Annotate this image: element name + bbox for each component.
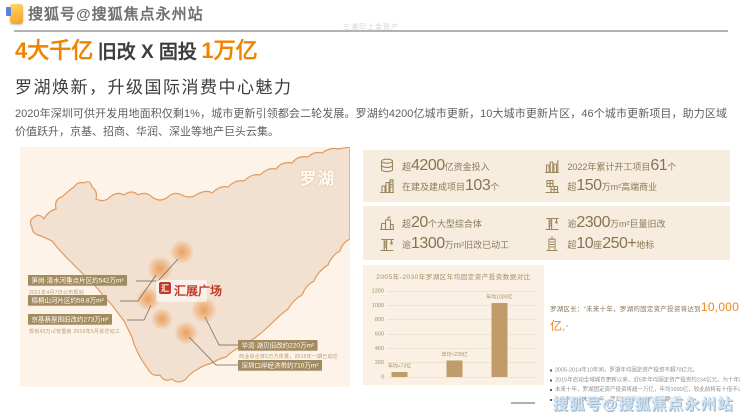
y-tick-label: 1200: [371, 288, 384, 294]
header-divider: [14, 30, 728, 32]
map-label-note: 商业综合体5万方体量，2019年一期已动迁: [239, 354, 339, 360]
crates-icon: [544, 178, 560, 194]
bar: [391, 371, 408, 377]
stats-box-investment: 超4200亿资金投入 2022年累计开工项目61个 在建及建成项目103个: [363, 150, 730, 202]
page-subtitle: 罗湖焕新，升级国际消费中心魅力: [15, 78, 293, 97]
stat-item: 超4200亿资金投入: [379, 157, 544, 175]
chart-plot-area: 0 200 400 600 800 1000 1200 年均≈73亿 年均≈230亿 年均1000…: [372, 288, 536, 380]
footnote: 2015年启动全域城市更新以来，近5年年均固定资产投资约234亿元，为十年前的3…: [550, 375, 740, 385]
gridline: [387, 305, 536, 306]
complex-icon: [379, 215, 395, 231]
gridline: [387, 291, 536, 292]
bar: [446, 360, 463, 377]
quote-column: 罗湖区长：“未来十年，罗湖的固定资产投资将达到10,000亿。” 2005-20…: [550, 298, 740, 405]
watermark-bottom-line: [511, 402, 535, 404]
map-label-hubei: 华润·湖贝旧改约220万m²: [238, 340, 318, 351]
coins-icon: [379, 158, 395, 174]
stat-item: 逾1300万m²旧改已动工: [379, 235, 544, 253]
watermark-top: 搜狐号@搜狐焦点永州站: [6, 3, 204, 24]
y-tick-label: 1000: [371, 302, 384, 309]
gridline: [387, 334, 536, 335]
quote-highlight: 10,000亿: [550, 300, 740, 334]
footnote-list: 2005-2014年10年间，罗湖年均固定资产投资不超70亿元。 2015年启动…: [550, 365, 740, 405]
map-label-note: 2021年4月7日公布规划: [29, 290, 84, 296]
investment-bar-chart: 2005年-2030年罗湖区年均固定资产投资数据对比 0 200 400 600 800…: [363, 265, 544, 385]
chart-title: 2005年-2030年罗湖区年均固定资产投资数据对比: [376, 273, 531, 281]
map-panel: 罗湖 笋岗·清水河重点片区约542万m² 2021年4月7日公布规划 梧桐山河片…: [20, 147, 350, 387]
map-label-wutongshanhe: 梧桐山河片区约59.8万m²: [28, 295, 108, 306]
y-tick-label: 200: [374, 359, 384, 366]
map-label-sungang-qingshuihe: 笋岗·清水河重点片区约542万m²: [28, 275, 128, 286]
plaza-logo: 汇 汇展广场: [156, 280, 222, 302]
title-accent-2: 1万亿: [201, 38, 258, 63]
bar: [491, 303, 508, 377]
building-icon: [379, 178, 395, 194]
stat-item: 超20个大型综合体: [379, 214, 544, 232]
watermark-top-text: 搜狐号@搜狐焦点永州站: [28, 6, 204, 23]
footnote: 可以预见，未来十年，罗湖的固定资产价值将翻一番。: [550, 395, 740, 405]
district-outline: [29, 147, 350, 383]
y-tick-label: 600: [374, 331, 384, 337]
bar-label: 年均≈73亿: [387, 363, 412, 369]
footnote: 2005-2014年10年间，罗湖年均固定资产投资不超70亿元。: [550, 365, 740, 375]
bar-label: 年均≈230亿: [441, 352, 468, 358]
stat-item: 超10座250+地标: [544, 235, 718, 253]
tower-icon: [544, 235, 560, 252]
gridline: [387, 319, 536, 321]
stat-item: 在建及建成项目103个: [379, 177, 544, 195]
renewal-hotspots: [136, 240, 217, 345]
gridline: [387, 377, 536, 378]
watermark-center-text: 三湘印上金资产: [343, 24, 399, 31]
page-title: 4大千亿 旧改 X 固投 1万亿: [15, 38, 258, 63]
bar-label: 年均1000亿: [486, 294, 513, 301]
y-tick-label: 800: [374, 316, 384, 323]
y-tick-label: 0: [380, 374, 384, 380]
luohu-district-map: [29, 147, 350, 383]
watermark-bottom-text: 搜狐号@搜狐焦点永州站: [552, 396, 734, 413]
region-label: 罗湖: [299, 171, 336, 188]
plaza-logo-icon: 汇: [159, 282, 171, 294]
stats-box-renewal: 超20个大型综合体 逾2300万m²巨量旧改 逾1300万m²旧改已动工: [363, 206, 730, 260]
stat-item: 2022年累计开工项目61个: [544, 157, 718, 175]
stat-item: 逾2300万m²巨量旧改: [544, 214, 718, 232]
y-tick-label: 400: [374, 345, 384, 352]
chart-building-icon: [544, 158, 560, 174]
title-mid: 旧改 X 固投: [97, 42, 197, 63]
crane-icon: [544, 215, 560, 231]
plaza-logo-name: 汇展广场: [174, 284, 223, 298]
intro-paragraph: 2020年深圳可供开发用地面积仅剩1%，城市更新引领都会二轮发展。罗湖约4200…: [15, 108, 727, 139]
stat-item: 超150万m²高端商业: [544, 177, 718, 195]
map-label-caiwuwei: 京基蔡屋围旧改约273万m²: [28, 314, 112, 325]
map-label-note: 规划43万㎡安置房 2019年5月拆迁动工: [29, 329, 121, 335]
footnote: 未来十年，罗湖固定资产投资将超一万亿，年均1000亿，较此前将有十倍不止。: [550, 385, 740, 395]
crane-icon: [379, 236, 395, 252]
mayor-quote: 罗湖区长：“未来十年，罗湖的固定资产投资将达到10,000亿。”: [550, 300, 740, 334]
gridline: [387, 348, 536, 349]
sohu-app-icon: [6, 3, 23, 24]
title-accent-1: 4大千亿: [15, 38, 94, 63]
map-label-port-economic-belt: 深圳口岸经济带约710万m²: [238, 360, 322, 371]
